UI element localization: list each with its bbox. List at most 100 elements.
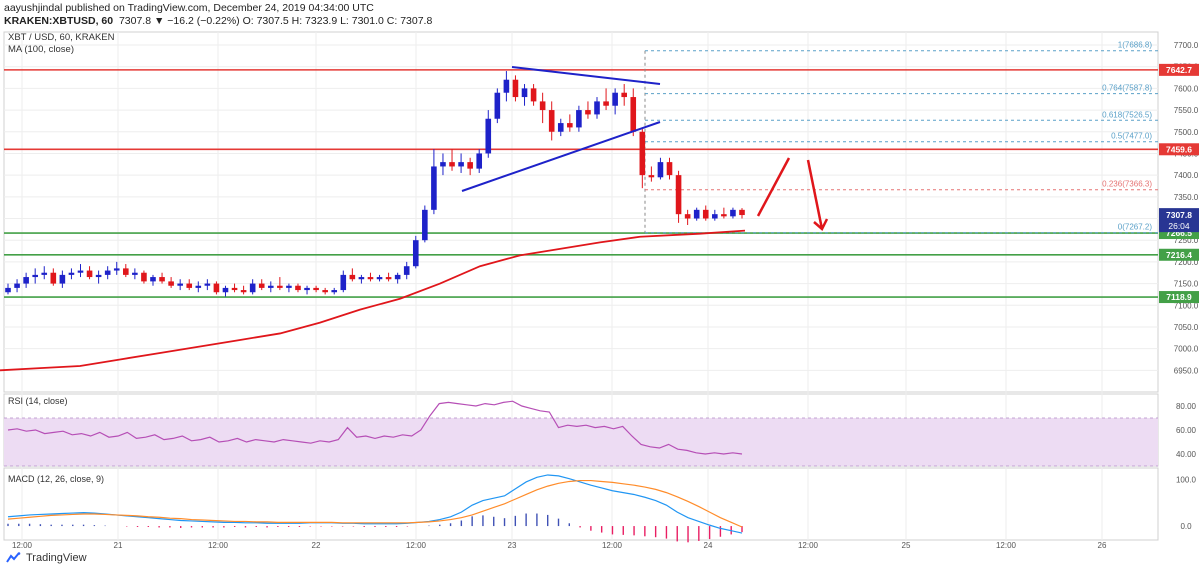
fib-level-label: 0.5(7477.0): [1111, 132, 1152, 141]
price-tick-label: 7550.0: [1174, 106, 1199, 115]
candle-body: [431, 166, 437, 210]
candle-body: [286, 285, 292, 288]
current-price-label: 7307.8: [1166, 210, 1192, 220]
candle-body: [503, 79, 510, 93]
candle-body: [648, 175, 655, 178]
level-price-label: 7266.5: [1166, 228, 1192, 238]
footer-bar: [0, 550, 1200, 570]
fib-level-label: 0.618(7526.5): [1102, 110, 1152, 119]
candle-body: [222, 287, 229, 293]
candle-body: [59, 274, 66, 284]
candle-body: [77, 270, 84, 273]
candle-body: [177, 283, 183, 286]
candle-body: [86, 270, 93, 278]
fib-level-label: 0.236(7366.3): [1102, 180, 1152, 189]
candle-body: [14, 283, 20, 288]
candle-body: [639, 131, 646, 176]
ma-100-line: [0, 229, 746, 372]
quote-line: KRAKEN:XBTUSD, 60 7307.8 ▼ −16.2 (−0.22%…: [4, 15, 432, 27]
main-pane-frame: [3, 31, 1159, 393]
quote-values: 7307.8 ▼ −16.2 (−0.22%) O: 7307.5 H: 732…: [118, 15, 433, 27]
time-tick-label: 12:00: [996, 541, 1017, 550]
ma-label: MA (100, close): [8, 44, 74, 55]
candle-body: [5, 287, 11, 293]
candle-body: [621, 92, 627, 98]
candle-body: [494, 92, 501, 119]
time-tick-label: 25: [902, 541, 911, 550]
author-name[interactable]: aayushjindal: [4, 2, 63, 14]
candle-body: [240, 290, 247, 293]
candle-body: [530, 88, 537, 102]
candle-body: [41, 272, 48, 275]
candle-body: [485, 118, 492, 154]
tradingview-brand: TradingView: [26, 552, 87, 564]
rsi-label: RSI (14, close): [8, 396, 68, 406]
candle-body: [159, 277, 165, 282]
level-price-tag: [1159, 248, 1199, 261]
ma-line: [0, 229, 746, 372]
tradingview-icon: [6, 552, 21, 563]
macd-signal-line: [7, 479, 743, 528]
candle-body: [403, 266, 410, 275]
candle-body: [150, 277, 156, 282]
level-price-label: 7459.6: [1166, 144, 1192, 154]
candle-body: [376, 277, 383, 280]
candle-body: [721, 214, 727, 217]
candle-body: [512, 79, 519, 98]
candle-body: [204, 283, 211, 286]
time-tick-label: 12:00: [798, 541, 819, 550]
candle-body: [412, 240, 419, 267]
candle-body: [666, 162, 673, 176]
candle-body: [295, 285, 301, 291]
candle-body: [449, 162, 455, 167]
countdown-timer: 26:04: [1168, 221, 1190, 231]
current-price-tag: [1159, 208, 1199, 233]
candle-body: [630, 97, 637, 132]
candle-body: [394, 274, 401, 280]
arrow-down-head: [813, 218, 829, 232]
candle-body: [567, 123, 573, 128]
rsi-tick-label: 60.00: [1176, 426, 1197, 435]
rsi-tick-label: 40.00: [1176, 450, 1197, 459]
candle-body: [594, 101, 600, 115]
time-tick-label: 12:00: [208, 541, 229, 550]
candle-body: [585, 110, 591, 115]
price-tick-label: 7600.0: [1174, 84, 1199, 93]
candle-body: [440, 162, 446, 167]
tradingview-logo[interactable]: TradingView: [6, 552, 87, 564]
candle-body: [712, 214, 718, 219]
price-tick-label: 7250.0: [1174, 236, 1199, 245]
rsi-pane: 40.00 60.00 80.00: [4, 400, 1197, 467]
arrow-up-line: [756, 157, 791, 217]
candle-body: [249, 283, 256, 293]
fib-level-label: 0(7267.2): [1118, 223, 1153, 232]
level-price-tag: [1159, 143, 1199, 156]
macd-line: [7, 474, 743, 534]
candle-body: [168, 281, 174, 286]
fib-level-label: 0.764(7587.8): [1102, 84, 1152, 93]
candle-body: [739, 209, 745, 216]
candle-body: [95, 274, 102, 278]
candle-body: [349, 274, 356, 280]
candle-body: [458, 162, 464, 167]
candle-body: [304, 287, 310, 291]
candle-body: [467, 162, 473, 169]
price-axis: 6950.0 7000.0 7050.0 7100.0 7150.0 7200.0 7250…: [1159, 41, 1199, 375]
chart-title: XBT / USD, 60, KRAKEN: [8, 32, 115, 43]
candle-body: [539, 101, 546, 111]
time-tick-label: 23: [508, 541, 517, 550]
time-tick-label: 24: [704, 541, 713, 550]
macd-tick-label: 100.0: [1176, 476, 1197, 485]
candle-body: [702, 209, 709, 219]
candle-body: [576, 110, 582, 128]
arrow-down-line: [806, 159, 824, 230]
rsi-tick-label: 80.00: [1176, 402, 1197, 411]
level-price-label: 7216.4: [1166, 250, 1192, 260]
fibonacci-retracement: 1(7686.8) 0.764(7587.8) 0.618(7526.5) 0.5(7…: [644, 41, 1158, 234]
price-tick-label: 7400.0: [1174, 171, 1199, 180]
candle-body: [557, 123, 564, 132]
published-text: published on TradingView.com, December 2…: [65, 2, 374, 14]
annotations: [461, 66, 829, 232]
price-tick-label: 7200.0: [1174, 258, 1199, 267]
